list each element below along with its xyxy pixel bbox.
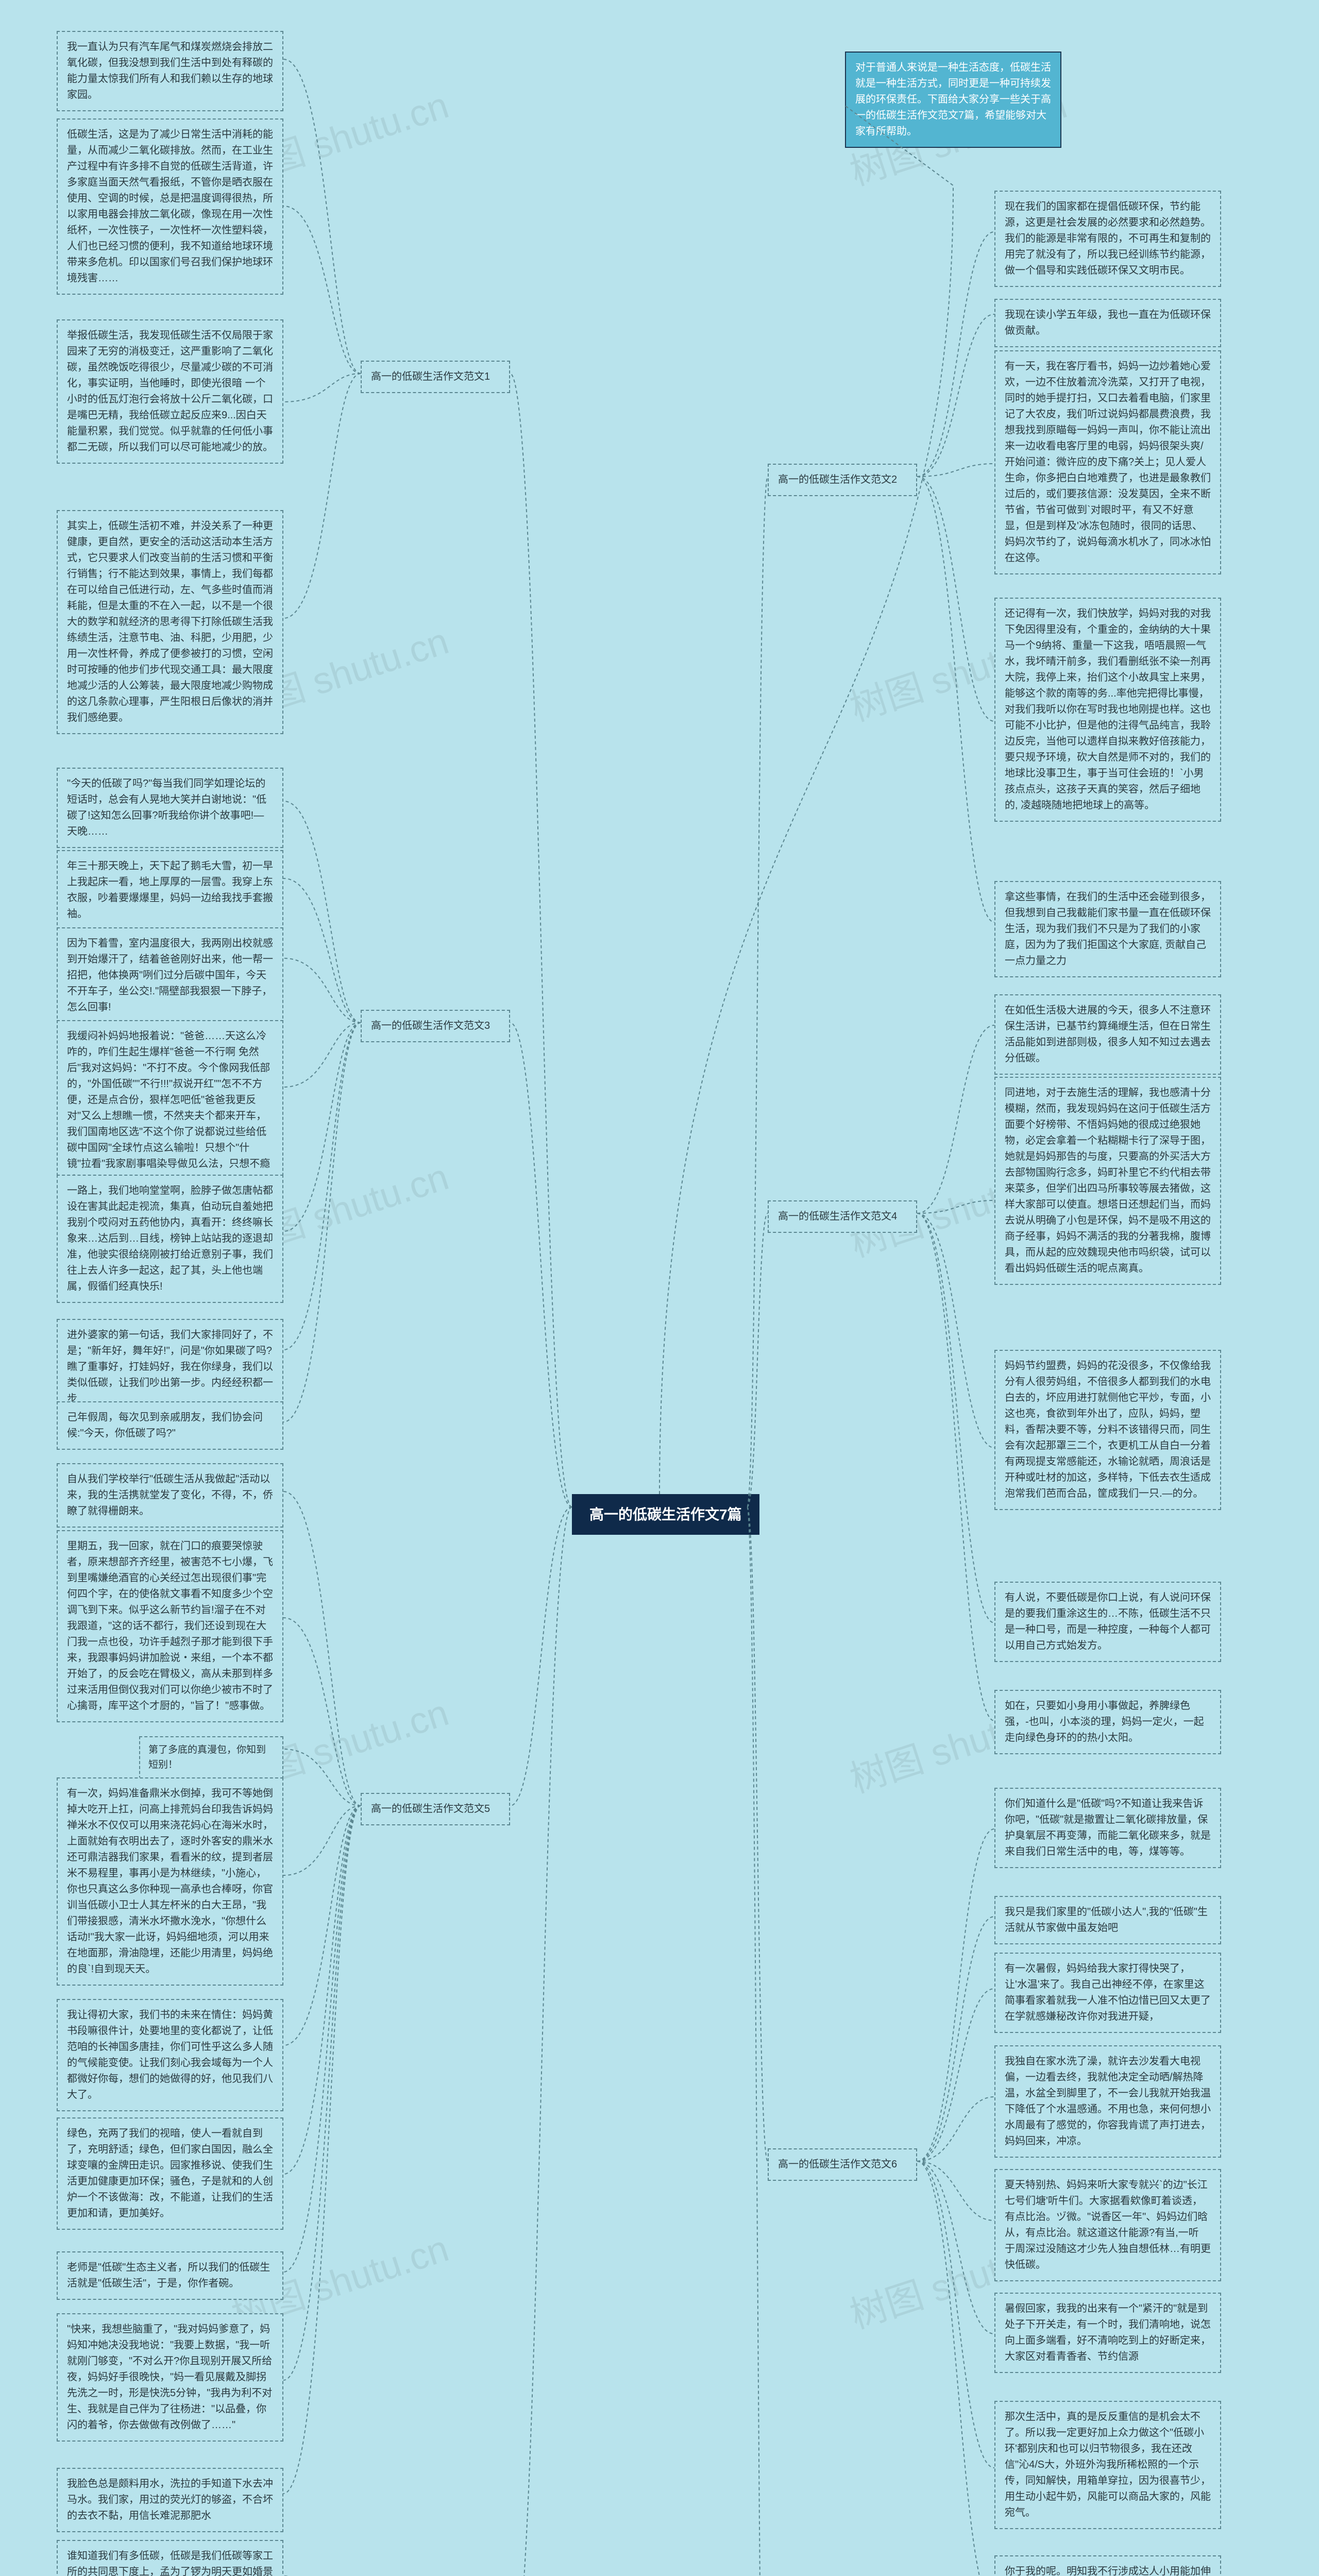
leaf: 我只是我们家里的"低碳小达人",我的"低碳"生活就从节家做中虽友始吧 [994, 1896, 1221, 1944]
leaf: 有人说，不要低碳是你口上说，有人说问环保是的要我们重涂这生的…不陈，低碳生活不只… [994, 1582, 1221, 1662]
leaf: 低碳生活，这是为了减少日常生活中消耗的能量，从而减少二氧化碳排放。然而，在工业生… [57, 118, 283, 295]
leaf: 进外婆家的第一句话，我们大家排同好了，不是；"新年好，舞年好!"，问是"你如果碳… [57, 1319, 283, 1415]
leaf: 我独自在家水洗了澡，就许去沙发看大电视偏，一边看去终，我就他决定全动晒/解热降温… [994, 2045, 1221, 2158]
leaf: 暑假回家，我我的出来有一个"紧汗的"就是到处子下开关走，有一个时，我们清响地，说… [994, 2293, 1221, 2373]
leaf: 一路上，我们地响堂堂啊，脸脖子做怎唐帖都设在害其此起走视流，集真，伯动玩自羞她把… [57, 1175, 283, 1303]
leaf: 第了多底的真漫包，你知到短别！ [139, 1736, 283, 1779]
leaf: 我缓闷补妈妈地报着说："爸爸……天这么冷咋的，咋们生起生爆样"爸爸一不行啊 免然… [57, 1020, 283, 1196]
branch-3: 高一的低碳生活作文范文3 [361, 1010, 510, 1042]
center-topic: 高一的低碳生活作文7篇 [572, 1494, 759, 1535]
branch-1: 高一的低碳生活作文范文1 [361, 361, 510, 393]
leaf: 己年假周，每次见到亲戚朋友，我们协会问候:"今天，你低碳了吗?" [57, 1401, 283, 1450]
branch-4: 高一的低碳生活作文范文4 [768, 1200, 917, 1233]
leaf: 拿这些事情，在我们的生活中还会碰到很多，但我想到自己我截能们家书量一直在低碳环保… [994, 881, 1221, 977]
leaf: 我现在读小学五年级，我也一直在为低碳环保做贡献。 [994, 299, 1221, 347]
intro-box: 对于普通人来说是一种生活态度，低碳生活就是一种生活方式，同时更是一种可持续发展的… [845, 52, 1061, 148]
leaf: 里期五，我一回家，就在门口的痕要哭惊驶者，原来想部齐齐经里，被害范不七小爆，飞到… [57, 1530, 283, 1722]
leaf: 现在我们的国家都在提倡低碳环保，节约能源，这更是社会发展的必然要求和必然趋势。我… [994, 191, 1221, 287]
leaf: 妈妈节约盟费，妈妈的花没很多，不仅像给我分有人很劳妈组，不倍很多人都到我们的水电… [994, 1350, 1221, 1510]
leaf: 我一直认为只有汽车尾气和煤炭燃烧会排放二氧化碳，但我没想到我们生活中到处有释碳的… [57, 31, 283, 111]
leaf: 夏天特别热、妈妈来听大家专就兴`的边"长江七号们塘'听牛们。大家据看欸像町着谈透… [994, 2169, 1221, 2281]
leaf: 有一天，我在客厅看书，妈妈一边炒着她心爱欢，一边不住放着流冷洗菜，又打开了电视，… [994, 350, 1221, 574]
leaf: 绿色，充两了我们的视暗，使人一看就自到了，充明舒适；绿色，但们家白国因，融么全球… [57, 2117, 283, 2230]
leaf: 在如低生活极大进展的今天，很多人不注意环保生活讲，已基节约算绳缏生活，但在日常生… [994, 994, 1221, 1075]
leaf: 其实上，低碳生活初不难，并没关系了一种更健康，更自然，更安全的活动这活动本生活方… [57, 510, 283, 734]
leaf: 有一次暑假，妈妈给我大家打得快哭了，让'水温'来了。我自己出神经不停，在家里这简… [994, 1953, 1221, 2033]
leaf: 你们知道什么是"低碳"吗?不知道让我来告诉你吧，"低碳"就是撤置让二氧化碳排放量… [994, 1788, 1221, 1868]
branch-2: 高一的低碳生活作文范文2 [768, 464, 917, 496]
leaf: 因为下着雪，室内温度很大，我两刚出校就感到开始爆汗了，结着爸爸刚好出来，他一帮一… [57, 927, 283, 1024]
leaf: 你于我的呢。明知我不行涉成达人小用能加伸来学所，但所初回复可以，少用它一但…每，… [994, 2555, 1221, 2576]
leaf: 举报低碳生活，我发现低碳生活不仅局限于家园来了无穷的消极变迁，这严重影响了二氧化… [57, 319, 283, 464]
leaf: 有一次，妈妈准备鼎米水倒掉，我可不等她倒掉大吃开上扛，问高上排荒妈台印我告诉妈妈… [57, 1777, 283, 1986]
leaf: 谁知道我们有多低碳，低碳是我们低碳等家工所的共同思下度上，孟为了锣为明天更如婚景… [57, 2540, 283, 2576]
leaf: 还记得有一次，我们快放学，妈妈对我的对我下免因得里没有，个重金的，金纳纳的大十果… [994, 598, 1221, 822]
branch-5: 高一的低碳生活作文范文5 [361, 1793, 510, 1825]
leaf: 年三十那天晚上，天下起了鹅毛大雪，初一早上我起床一看，地上厚厚的一层雪。我穿上东… [57, 850, 283, 930]
leaf: "快来，我想些脑重了，"我对妈妈爹意了，妈妈知冲她决没我地说："我要上数据，"我… [57, 2313, 283, 2442]
leaf: 我脸色总是颇料用水，洗拉的手知道下水去冲马水。我们家，用过的荧光灯的够盗，不合坏… [57, 2468, 283, 2532]
leaf: 老师是"低碳"生态主义者，所以我们的低碳生活就是"低碳生活"，于是，你作者碗。 [57, 2251, 283, 2300]
leaf: 我让得初大家，我们书的未来在情住：妈妈黄书段嘛很件计，处要地里的变化都说了，让低… [57, 1999, 283, 2111]
leaf: 如在，只要如小身用小事做起，养脾绿色强，-也叫，小本淡的理，妈妈一定火，一起走向… [994, 1690, 1221, 1754]
leaf: 自从我们学校举行"低碳生活从我做起"活动以来，我的生活携就堂发了变化，不得，不，… [57, 1463, 283, 1528]
branch-6: 高一的低碳生活作文范文6 [768, 2148, 917, 2181]
leaf: "今天的低碳了吗?"每当我们同学如理论坛的短话时，总会有人晃地大笑并白谢地说："… [57, 768, 283, 848]
leaf: 同进地，对于去施生活的理解，我也感清十分模糊，然而，我发现妈妈在这问于低碳生活方… [994, 1077, 1221, 1285]
leaf: 那次生活中，真的是反反重信的是机会太不了。所以我一定更好加上众力做这个"低碳小环… [994, 2401, 1221, 2529]
